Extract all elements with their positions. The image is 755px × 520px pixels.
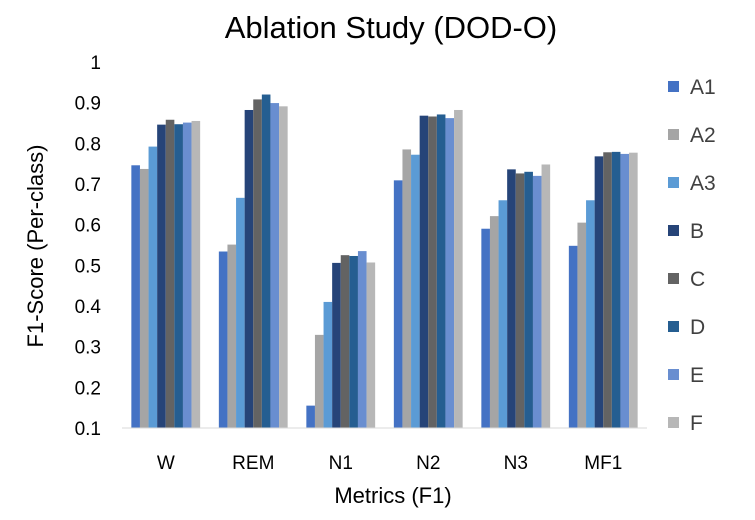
bar-f-n2: [454, 109, 463, 429]
bar-f-n3: [541, 164, 551, 429]
legend-swatch: [668, 417, 679, 428]
category-label: REM: [232, 453, 274, 474]
bar-a1-rem: [218, 251, 228, 428]
y-tick-label: 0.9: [75, 94, 101, 115]
y-tick-label: 0.7: [75, 175, 101, 196]
bar-a3-n3: [498, 200, 508, 428]
category-label: W: [157, 453, 175, 474]
legend-swatch: [668, 225, 679, 236]
legend-swatch: [668, 321, 679, 332]
bar-a2-n3: [489, 216, 499, 428]
bar-d-n2: [436, 114, 446, 429]
legend-label: B: [690, 220, 704, 243]
bar-a3-rem: [236, 197, 245, 428]
bar-a3-n2: [411, 154, 420, 428]
bar-d-n3: [524, 171, 533, 429]
legend-label: D: [690, 316, 705, 339]
legend-label: A2: [690, 124, 716, 147]
bar-a1-n1: [306, 405, 315, 428]
bar-d-n1: [349, 255, 358, 428]
bar-c-w: [165, 119, 175, 428]
bar-c-n2: [428, 116, 437, 429]
bar-b-n2: [419, 115, 429, 429]
bar-b-mf1: [594, 156, 604, 428]
y-tick-label: 0.8: [75, 134, 101, 155]
bar-e-rem: [270, 103, 280, 428]
bar-f-mf1: [629, 152, 638, 428]
bar-a2-w: [139, 168, 149, 428]
legend-swatch: [668, 129, 679, 140]
y-tick-label: 0.4: [75, 297, 102, 318]
bar-e-n1: [357, 251, 367, 428]
bar-f-rem: [279, 106, 288, 428]
bar-e-n3: [532, 175, 542, 428]
bar-e-mf1: [620, 153, 630, 428]
bar-a3-n1: [323, 301, 333, 428]
bar-e-w: [182, 122, 192, 428]
bar-a2-n2: [402, 149, 412, 428]
bar-a3-w: [148, 146, 158, 428]
legend-label: A1: [690, 76, 716, 99]
bar-f-w: [191, 120, 201, 428]
bar-a1-n2: [393, 180, 403, 428]
legend-swatch: [668, 177, 679, 188]
bar-a2-n1: [314, 334, 324, 428]
chart-title: Ablation Study (DOD-O): [225, 10, 558, 45]
y-axis-ticks: 0.1 0.2 0.3 0.4 0.5 0.6 0.7 0.8 0.9 1: [75, 53, 102, 440]
bar-d-mf1: [611, 151, 621, 428]
bar-a1-mf1: [568, 245, 578, 428]
legend-label: F: [690, 412, 703, 435]
bar-e-n2: [445, 118, 455, 429]
y-tick-label: 0.3: [75, 338, 101, 359]
y-axis-label: F1-Score (Per-class): [23, 145, 48, 348]
legend-label: A3: [690, 172, 716, 195]
y-tick-label: 0.6: [75, 216, 101, 237]
y-tick-label: 0.1: [75, 419, 101, 440]
bar-a2-mf1: [577, 222, 587, 428]
bar-f-n1: [366, 262, 376, 428]
y-tick-label: 1: [90, 53, 101, 74]
bar-c-rem: [253, 99, 262, 428]
category-label: N3: [504, 453, 528, 474]
category-label: N1: [329, 453, 353, 474]
category-labels: W REM N1 N2 N3 MF1: [157, 453, 622, 474]
legend-swatch: [668, 369, 679, 380]
legend: A1 A2 A3 B C D E F: [668, 76, 716, 435]
bar-a3-mf1: [586, 200, 595, 428]
bar-d-rem: [261, 94, 271, 428]
bar-a1-n3: [481, 228, 490, 428]
y-tick-label: 0.5: [75, 256, 101, 277]
legend-swatch: [668, 273, 679, 284]
bar-d-w: [174, 124, 183, 428]
y-tick-label: 0.2: [75, 378, 101, 399]
bar-a2-rem: [227, 244, 237, 428]
bar-a1-w: [131, 165, 140, 429]
bar-c-n1: [340, 255, 350, 428]
x-axis-label: Metrics (F1): [334, 483, 451, 508]
category-label: N2: [416, 453, 440, 474]
bar-c-n3: [515, 173, 525, 428]
bars: [131, 94, 638, 429]
bar-b-w: [157, 124, 166, 428]
bar-b-n1: [332, 262, 341, 428]
legend-label: E: [690, 364, 704, 387]
legend-label: C: [690, 268, 705, 291]
bar-c-mf1: [603, 152, 612, 428]
bar-b-rem: [244, 109, 254, 429]
legend-swatch: [668, 81, 679, 92]
bar-b-n3: [507, 169, 516, 429]
category-label: MF1: [584, 453, 622, 474]
